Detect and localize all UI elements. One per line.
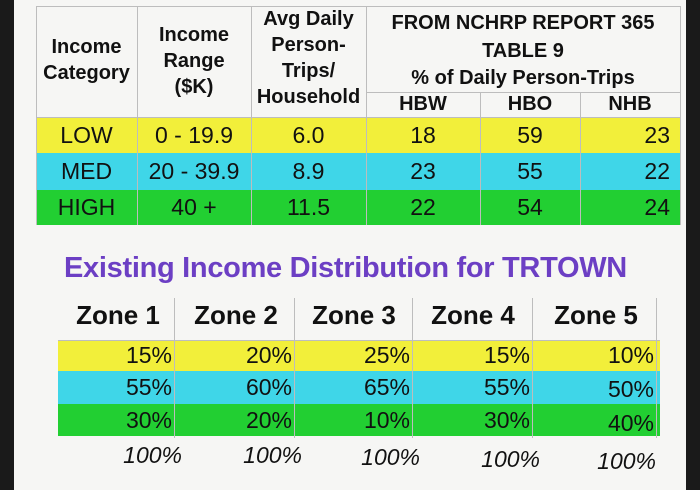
zone-header-1: Zone 1 <box>76 300 160 330</box>
dist-cell: 10% <box>363 407 410 433</box>
med-row-band <box>36 153 681 190</box>
dist-green-band <box>58 404 660 436</box>
dist-cyan-band <box>58 371 660 404</box>
dist-cell: 20% <box>245 407 292 433</box>
zone-header-5: Zone 5 <box>554 300 638 330</box>
dist-cell: 20% <box>245 342 292 368</box>
low-row-band <box>36 118 681 153</box>
dist-total: 100% <box>243 442 302 468</box>
row-low-nhb: 23 <box>644 122 670 148</box>
row-med-trips: 8.9 <box>292 158 325 184</box>
dist-total: 100% <box>597 448 656 474</box>
row-low-trips: 6.0 <box>292 122 325 148</box>
dist-cell: 65% <box>363 374 410 400</box>
row-high-hbo: 54 <box>517 194 543 220</box>
dist-cell: 30% <box>483 407 530 433</box>
dist-cell: 55% <box>125 374 172 400</box>
high-row-band <box>36 190 681 225</box>
header-income-range: Income Range ($K) <box>158 24 230 98</box>
row-low-range: 0 - 19.9 <box>155 122 233 148</box>
header-source-line2: TABLE 9 <box>482 40 564 62</box>
row-low-hbo: 59 <box>517 122 543 148</box>
row-high-hbw: 22 <box>410 194 436 220</box>
header-source-line1: FROM NCHRP REPORT 365 <box>391 12 655 34</box>
row-med-nhb: 22 <box>644 158 670 184</box>
dist-cell: 10% <box>607 342 654 368</box>
row-low-category: LOW <box>60 122 113 148</box>
dist-cell: 25% <box>363 342 410 368</box>
row-high-category: HIGH <box>57 194 116 220</box>
zone-header-3: Zone 3 <box>312 300 396 330</box>
header-hbw: HBW <box>399 93 447 115</box>
dist-cell: 40% <box>607 410 654 436</box>
dist-cell: 15% <box>125 342 172 368</box>
row-med-range: 20 - 39.9 <box>148 158 240 184</box>
dist-cell: 15% <box>483 342 530 368</box>
zone-header-4: Zone 4 <box>431 300 515 330</box>
row-high-nhb: 24 <box>644 194 670 220</box>
dist-cell: 55% <box>483 374 530 400</box>
dist-total: 100% <box>481 446 540 472</box>
dist-total: 100% <box>361 444 420 470</box>
header-income-category: Income Category <box>43 36 130 84</box>
row-high-trips: 11.5 <box>286 194 331 220</box>
distribution-title: Existing Income Distribution for TRTOWN <box>64 252 627 284</box>
header-pct-caption: % of Daily Person-Trips <box>411 67 635 89</box>
zone-header-2: Zone 2 <box>194 300 278 330</box>
dist-cell: 50% <box>607 376 654 402</box>
dist-yellow-band <box>58 341 660 371</box>
row-high-range: 40 + <box>171 194 217 220</box>
row-med-hbo: 55 <box>517 158 543 184</box>
header-nhb: NHB <box>608 93 652 115</box>
row-med-hbw: 23 <box>410 158 436 184</box>
header-avg-trips: Avg Daily Person- Trips/ Household <box>256 8 361 108</box>
header-hbo: HBO <box>507 93 553 115</box>
dist-total: 100% <box>123 442 182 468</box>
dist-cell: 30% <box>125 407 172 433</box>
table-sheet: Income Category Income Range ($K) Avg Da… <box>14 0 686 490</box>
row-med-category: MED <box>60 158 113 184</box>
dist-cell: 60% <box>245 374 292 400</box>
row-low-hbw: 18 <box>410 122 436 148</box>
